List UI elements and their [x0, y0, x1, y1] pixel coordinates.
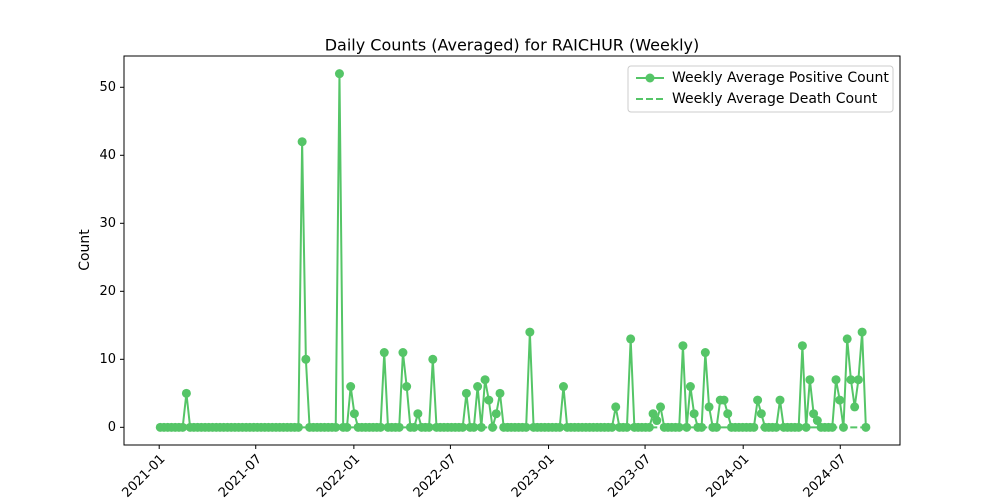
data-point — [402, 382, 412, 392]
data-point — [555, 422, 565, 432]
data-point — [331, 422, 341, 432]
data-point — [753, 395, 763, 405]
data-point — [409, 422, 419, 432]
data-point — [835, 395, 845, 405]
data-point — [712, 422, 722, 432]
legend-box — [627, 65, 894, 113]
data-point — [648, 409, 658, 419]
data-point — [689, 409, 699, 419]
data-point — [697, 422, 707, 432]
data-point — [723, 409, 733, 419]
data-point — [473, 382, 483, 392]
data-point — [394, 422, 404, 432]
y-tick-label: 0 — [108, 420, 116, 435]
data-point — [484, 395, 494, 405]
plot-area — [123, 55, 901, 446]
y-tick-label: 20 — [99, 284, 116, 299]
legend-marker — [645, 73, 655, 83]
data-point — [521, 422, 531, 432]
data-point — [719, 395, 729, 405]
data-point — [704, 402, 714, 412]
data-point — [812, 416, 822, 426]
y-axis-label: Count — [77, 229, 93, 271]
data-point — [827, 422, 837, 432]
y-tick-label: 50 — [99, 80, 116, 95]
data-point — [301, 354, 311, 364]
data-point — [622, 422, 632, 432]
data-point — [644, 422, 654, 432]
data-point — [801, 422, 811, 432]
data-point — [297, 137, 307, 147]
data-point — [805, 375, 815, 385]
data-point — [700, 348, 710, 358]
data-point — [831, 375, 841, 385]
data-point — [181, 388, 191, 398]
data-point — [398, 348, 408, 358]
data-point — [678, 341, 688, 351]
data-point — [794, 422, 804, 432]
y-tick-label: 30 — [99, 216, 116, 231]
data-point — [682, 422, 692, 432]
data-point — [853, 375, 863, 385]
data-point — [424, 422, 434, 432]
data-point — [461, 388, 471, 398]
data-point — [491, 409, 501, 419]
data-point — [178, 422, 188, 432]
data-point — [346, 382, 356, 392]
data-point — [293, 422, 303, 432]
data-point — [413, 409, 423, 419]
data-point — [775, 395, 785, 405]
chart-title: Daily Counts (Averaged) for RAICHUR (Wee… — [325, 36, 700, 55]
legend: Weekly Average Positive Count Weekly Aver… — [627, 65, 894, 113]
data-point — [838, 422, 848, 432]
data-point — [525, 327, 535, 337]
data-point — [342, 422, 352, 432]
data-point — [749, 422, 759, 432]
data-point — [756, 409, 766, 419]
data-point — [857, 327, 867, 337]
data-point — [809, 409, 819, 419]
data-point — [607, 422, 617, 432]
data-point — [846, 375, 856, 385]
data-point — [656, 402, 666, 412]
data-point — [469, 422, 479, 432]
legend-label: Weekly Average Positive Count — [672, 70, 889, 86]
data-point — [771, 422, 781, 432]
data-point — [480, 375, 490, 385]
legend-label: Weekly Average Death Count — [672, 91, 878, 107]
data-point — [626, 334, 636, 344]
y-tick-label: 10 — [99, 352, 116, 367]
data-point — [674, 422, 684, 432]
data-point — [428, 354, 438, 364]
data-point — [488, 422, 498, 432]
data-point — [349, 409, 359, 419]
data-point — [652, 416, 662, 426]
y-tick-label: 40 — [99, 148, 116, 163]
data-point — [458, 422, 468, 432]
data-point — [850, 402, 860, 412]
data-point — [476, 422, 486, 432]
data-point — [685, 382, 695, 392]
data-point — [797, 341, 807, 351]
data-point — [376, 422, 386, 432]
data-point — [495, 388, 505, 398]
data-point — [861, 422, 871, 432]
data-point — [334, 69, 344, 79]
data-point — [842, 334, 852, 344]
data-point — [379, 348, 389, 358]
data-point — [611, 402, 621, 412]
data-point — [558, 382, 568, 392]
